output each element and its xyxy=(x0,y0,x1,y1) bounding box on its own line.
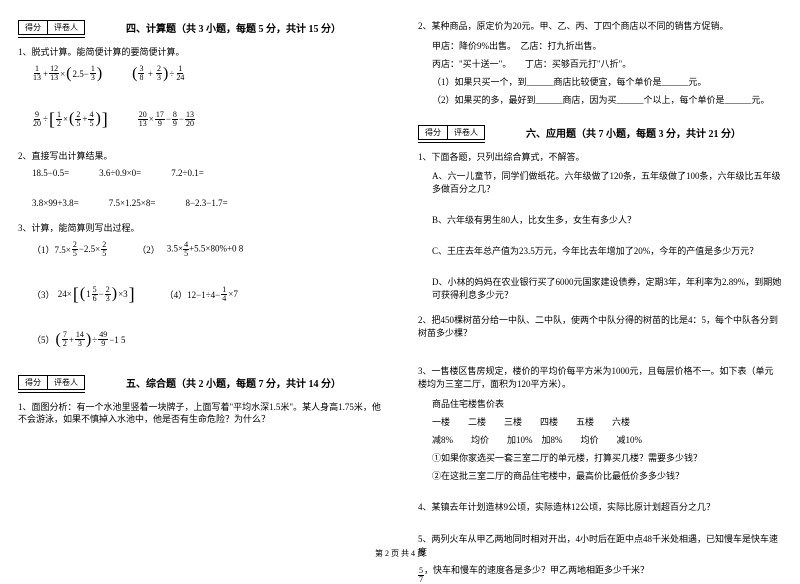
section5-header: 得分 评卷人 五、综合题（共 2 小题，每题 7 分，共计 14 分） xyxy=(18,375,382,396)
q6-3-q1: ①如果你家选买一套三室二厅的单元楼，打算买几楼？需要多少钱？ xyxy=(432,451,782,464)
expr-1a: 113+1213×(2.5−13) xyxy=(32,65,102,83)
q5-1: 1、面图分析：有一个水池里竖着一块牌子，上面写着"平均水深1.5米"。某人身高1… xyxy=(18,401,382,426)
underline-3 xyxy=(418,142,485,143)
section6-header: 得分 评卷人 六、应用题（共 7 小题，每题 3 分，共计 21 分） xyxy=(418,125,782,146)
expr-3-1: （1）7.5×25−2.5×25 xyxy=(32,241,107,258)
left-column: 得分 评卷人 四、计算题（共 3 小题，每题 5 分，共计 15 分） 1、脱式… xyxy=(0,0,400,565)
q4-3-r1: （1）7.5×25−2.5×25 （2）3.5×45+5.5×80%+0 8 xyxy=(32,241,382,258)
calc-1: 18.5−0.5= xyxy=(32,168,69,178)
score-box-2: 得分 评卷人 xyxy=(18,375,85,390)
math-row-1: 113+1213×(2.5−13) (38 + 23)÷124 xyxy=(32,65,382,83)
expr-3-2: （2）3.5×45+5.5×80%+0 8 xyxy=(137,241,243,258)
q6-1: 1、下面各题，只列出综合算式，不解答。 xyxy=(418,151,782,164)
grader-label: 评卷人 xyxy=(47,20,85,35)
q4-2: 2、直接写出计算结果。 xyxy=(18,150,382,163)
page-footer: 第 2 页 共 4 页 xyxy=(0,548,800,559)
expr-2b: 2013×179−89−1320 xyxy=(138,111,195,128)
expr-1b: (38 + 23)÷124 xyxy=(132,65,185,83)
q6-1b: B、六年级有男生80人，比女生多，女生有多少人？ xyxy=(432,213,782,226)
expr-3-3: （3） 24×[(156−23)×3] xyxy=(32,284,135,305)
r-q2b: 丙店："买十送一"。 丁店：买够百元打"八折"。 xyxy=(432,57,782,70)
q6-1a: A、六一儿童节，同学们做纸花。六年级做了120条，五年级做了100条，六年级比五… xyxy=(432,169,782,195)
q4-2-r2: 3.8×99+3.8= 7.5×1.25×8= 8−2.3−1.7= xyxy=(32,198,382,208)
r-q2d: （2）如果买的多，最好到______商店，因为买______个以上，每个单价是_… xyxy=(432,93,782,106)
q6-3-q2: ②在这批三室二厅的商品住宅楼中，最高价比最低价多多少钱？ xyxy=(432,469,782,482)
q6-3: 3、一售楼区售房规定，楼价的平均价每平方米为1000元，且每层价格不一。如下表（… xyxy=(418,365,782,390)
underline-2 xyxy=(18,392,85,393)
q6-4: 4、某镇去年计划造林9公顷，实际造林12公顷，实际比原计划超百分之几？ xyxy=(418,501,782,514)
grader-label-2: 评卷人 xyxy=(47,375,85,390)
score-box: 得分 评卷人 xyxy=(18,20,85,35)
q6-3a: 商品住宅楼售价表 xyxy=(432,397,782,410)
q6-1c: C、王庄去年总产值为23.5万元，今年比去年增加了20%，今年的产值是多少万元？ xyxy=(432,244,782,257)
section5-title: 五、综合题（共 2 小题，每题 7 分，共计 14 分） xyxy=(85,375,382,390)
underline xyxy=(18,37,85,38)
right-column: 2、某种商品，原定价为20元。甲、乙、丙、丁四个商店以不同的销售方促销。 甲店：… xyxy=(400,0,800,565)
q4-2-r1: 18.5−0.5= 3.6÷0.9×0= 7.2÷0.1= xyxy=(32,168,382,178)
expr-3-5: （5）(72+143)÷499−1 5 xyxy=(32,331,126,349)
r-q2: 2、某种商品，原定价为20元。甲、乙、丙、丁四个商店以不同的销售方促销。 xyxy=(418,20,782,33)
score-box-3: 得分 评卷人 xyxy=(418,125,485,140)
r-q2c: （1）如果只买一个，到______商店比较便宜，每个单价是______元。 xyxy=(432,75,782,88)
q4-1: 1、脱式计算。能简便计算的要简便计算。 xyxy=(18,46,382,59)
score-label-3: 得分 xyxy=(418,125,447,140)
calc-5: 7.5×1.25×8= xyxy=(109,198,156,208)
score-label: 得分 xyxy=(18,20,47,35)
q6-3-head: 一楼 二楼 三楼 四楼 五楼 六楼 xyxy=(432,415,782,428)
q6-1d: D、小林的妈妈在农业银行买了6000元国家建设债券，定期3年，年利率为2.89%… xyxy=(432,275,782,301)
expr-3-4: （4）12−1÷4−14×7 xyxy=(165,286,238,303)
label-3: （3） xyxy=(32,288,55,301)
section4-header: 得分 评卷人 四、计算题（共 3 小题，每题 5 分，共计 15 分） xyxy=(18,20,382,41)
calc-6: 8−2.3−1.7= xyxy=(185,198,227,208)
calc-4: 3.8×99+3.8= xyxy=(32,198,79,208)
r-q2a: 甲店：降价9%出售。 乙店：打九折出售。 xyxy=(432,39,782,52)
q4-3-r2: （3） 24×[(156−23)×3] （4）12−1÷4−14×7 xyxy=(32,284,382,305)
q6-5b: 57，快车和慢车的速度各是多少？甲乙两地相距多少千米？ xyxy=(418,564,782,584)
q4-3-r3: （5）(72+143)÷499−1 5 xyxy=(32,331,382,349)
q6-3-vals: 减8% 均价 加10% 加8% 均价 减10% xyxy=(432,433,782,446)
grader-label-3: 评卷人 xyxy=(447,125,485,140)
section6-title: 六、应用题（共 7 小题，每题 3 分，共计 21 分） xyxy=(485,125,782,140)
calc-2: 3.6÷0.9×0= xyxy=(99,168,141,178)
calc-3: 7.2÷0.1= xyxy=(171,168,204,178)
q4-3: 3、计算，能简算则写出过程。 xyxy=(18,222,382,235)
q6-2: 2、把450棵树苗分给一中队、二中队，使两个中队分得的树苗的比是4：5，每个中队… xyxy=(418,314,782,339)
score-label-2: 得分 xyxy=(18,375,47,390)
math-row-2: 920÷[12×(25+45)] 2013×179−89−1320 xyxy=(32,109,382,130)
section4-title: 四、计算题（共 3 小题，每题 5 分，共计 15 分） xyxy=(85,20,382,35)
expr-2a: 920÷[12×(25+45)] xyxy=(32,109,108,130)
